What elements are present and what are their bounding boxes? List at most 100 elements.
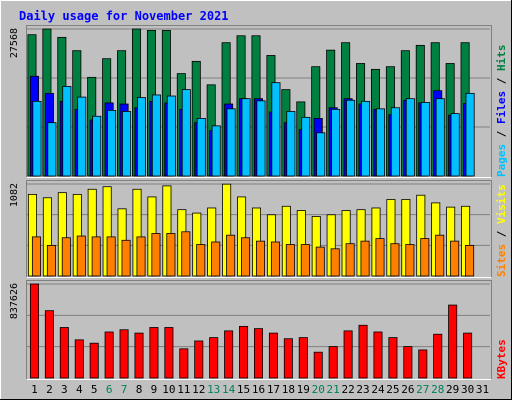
bar-pages-day-3 (62, 86, 72, 177)
bar-kbytes-day-4 (74, 339, 84, 379)
x-tick-label-day-3: 3 (61, 383, 68, 396)
bar-sites-day-27 (420, 238, 430, 277)
x-tick-label-day-19: 19 (297, 383, 310, 396)
bar-sites-day-29 (450, 240, 460, 277)
x-tick-label-day-21: 21 (327, 383, 340, 396)
axis-label-hits: Hits (495, 45, 508, 72)
x-axis-labels: 1 2 3 4 5 6 7 8 9 10 11 12 13 14 15 16 17 18 19 20 21 22 23 24 2… (31, 383, 489, 396)
x-tick-label-day-25: 25 (386, 383, 399, 396)
panel-visits_sites: 1082 Sites / Visits (9, 180, 508, 278)
x-tick-label-day-15: 15 (237, 383, 250, 396)
bar-kbytes-day-3 (59, 327, 69, 379)
bar-kbytes-day-1 (29, 283, 39, 379)
bar-pages-day-19 (301, 116, 311, 177)
bar-pages-day-9 (151, 94, 161, 177)
bar-sites-day-30 (465, 244, 475, 277)
x-tick-label-day-28: 28 (431, 383, 444, 396)
axis-label-pages: Pages (495, 144, 508, 177)
bar-sites-day-22 (345, 243, 355, 277)
bar-sites-day-18 (285, 244, 295, 277)
bar-pages-day-13 (211, 125, 221, 177)
bar-kbytes-day-2 (44, 310, 54, 379)
x-tick-label-day-5: 5 (91, 383, 98, 396)
x-tick-label-day-22: 22 (341, 383, 354, 396)
bar-pages-day-18 (286, 111, 296, 177)
bar-kbytes-day-18 (283, 338, 293, 379)
x-tick-label-day-6: 6 (106, 383, 113, 396)
bar-sites-day-4 (76, 235, 86, 277)
x-tick-label-day-1: 1 (31, 383, 38, 396)
bar-pages-day-12 (196, 118, 206, 177)
bar-sites-day-19 (300, 244, 310, 277)
bar-kbytes-day-22 (343, 330, 353, 379)
axis-label-separator: / (495, 224, 508, 244)
bar-sites-day-13 (211, 241, 221, 277)
bar-sites-day-8 (136, 236, 146, 277)
x-tick-label-day-30: 30 (461, 383, 474, 396)
axis-label-separator: / (495, 71, 508, 91)
bar-pages-day-30 (465, 92, 475, 177)
bar-sites-day-24 (375, 238, 385, 277)
x-tick-label-day-13: 13 (207, 383, 220, 396)
bar-sites-day-12 (196, 244, 206, 277)
bar-kbytes-day-7 (119, 329, 129, 379)
bar-sites-day-23 (360, 240, 370, 277)
bar-sites-day-20 (315, 246, 325, 277)
bar-sites-day-14 (226, 234, 236, 277)
bar-pages-day-22 (346, 99, 356, 177)
x-tick-label-day-7: 7 (121, 383, 128, 396)
bar-sites-day-15 (241, 237, 251, 277)
x-tick-label-day-8: 8 (136, 383, 143, 396)
bar-kbytes-day-29 (448, 304, 458, 379)
axis-label-files: Files (495, 91, 508, 124)
bar-kbytes-day-26 (403, 346, 413, 379)
bar-kbytes-day-23 (358, 324, 368, 379)
bar-kbytes-day-30 (463, 332, 473, 379)
bar-pages-day-28 (435, 98, 445, 177)
x-tick-label-day-27: 27 (416, 383, 429, 396)
x-tick-label-day-18: 18 (282, 383, 295, 396)
bar-kbytes-day-11 (179, 348, 189, 379)
bar-sites-day-10 (166, 233, 176, 277)
bar-kbytes-day-6 (104, 331, 114, 379)
bar-kbytes-day-21 (328, 346, 338, 379)
bar-sites-day-3 (61, 237, 71, 277)
bar-sites-day-7 (121, 239, 131, 277)
x-tick-label-day-29: 29 (446, 383, 459, 396)
bar-pages-day-29 (450, 113, 460, 177)
bar-pages-day-15 (241, 98, 251, 177)
bar-sites-day-1 (31, 236, 41, 277)
x-tick-label-day-24: 24 (371, 383, 385, 396)
axis-label-visits: Visits (495, 184, 508, 224)
bar-sites-day-6 (106, 236, 116, 277)
bar-pages-day-17 (271, 82, 281, 177)
panels-group: 27568 Pages / Files / Hits 1082 Sites / Vis… (9, 25, 508, 380)
x-tick-label-day-12: 12 (192, 383, 205, 396)
bar-sites-day-26 (405, 244, 415, 277)
bar-kbytes-day-24 (373, 331, 383, 379)
bar-pages-day-7 (122, 111, 132, 177)
bar-kbytes-day-8 (134, 332, 144, 379)
bar-sites-day-2 (46, 244, 56, 277)
bar-sites-day-5 (91, 236, 101, 277)
bar-pages-day-16 (256, 100, 266, 177)
bar-pages-day-23 (361, 100, 371, 177)
bar-sites-day-28 (435, 234, 445, 277)
bar-pages-day-10 (166, 95, 176, 177)
panel-hits_files_pages: 27568 Pages / Files / Hits (9, 25, 508, 178)
x-tick-label-day-11: 11 (177, 383, 190, 396)
bar-pages-day-14 (226, 108, 236, 177)
bar-sites-day-11 (181, 231, 191, 277)
bar-pages-day-26 (405, 98, 415, 177)
bar-pages-day-1 (32, 100, 42, 177)
bar-pages-day-6 (107, 110, 117, 177)
bar-sites-day-9 (151, 233, 161, 277)
bar-kbytes-day-14 (224, 330, 234, 379)
bar-pages-day-2 (47, 122, 57, 177)
bar-pages-day-21 (331, 108, 341, 177)
bar-pages-day-4 (77, 96, 87, 177)
bar-pages-day-20 (316, 132, 326, 177)
bar-kbytes-day-27 (418, 349, 428, 379)
